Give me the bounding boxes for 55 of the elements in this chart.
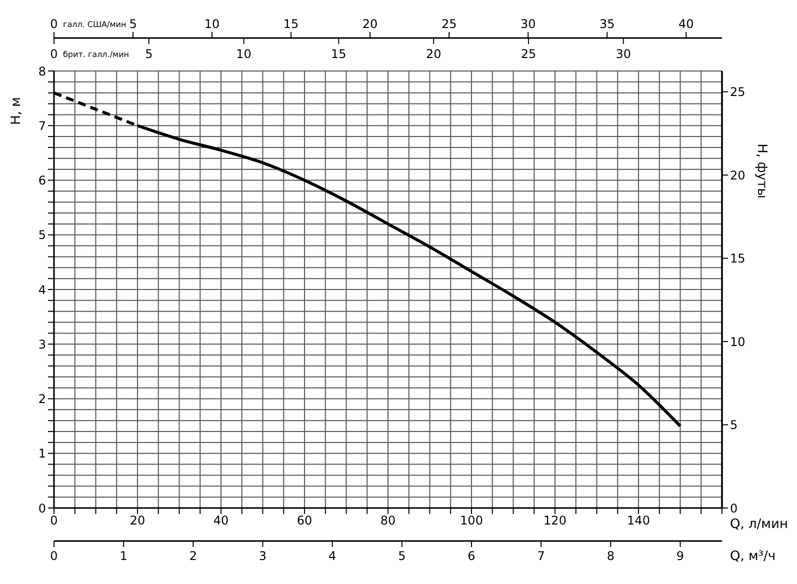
x-tick-label: 20	[130, 514, 146, 528]
y2-axis-title: H, футы	[754, 144, 769, 198]
text: 9	[676, 549, 684, 563]
text: 0	[50, 47, 58, 61]
y2-tick-label: 20	[730, 168, 746, 182]
x2-tick-label: 35	[599, 17, 615, 31]
x2-tick-label: 5	[129, 17, 137, 31]
y-tick-label: 3	[38, 337, 46, 352]
x-tick-label: 40	[213, 514, 229, 528]
text: 1	[120, 549, 128, 563]
text: 0	[50, 549, 58, 563]
y2-tick-label: 15	[730, 252, 746, 266]
y-tick-label: 8	[38, 64, 46, 78]
y-tick-label: 5	[38, 228, 46, 242]
text: Q, м³/ч	[730, 549, 776, 564]
x2-axis-title: галл. США/мин	[63, 20, 126, 29]
x-tick-label: 80	[380, 514, 396, 528]
x2-tick-label: 40	[678, 17, 694, 31]
text: 3	[258, 549, 267, 563]
text: 25	[520, 47, 536, 61]
x-axis-title: Q, л/мин	[730, 517, 788, 532]
y-axis-title: H, м	[9, 97, 24, 125]
text: 5	[145, 47, 153, 61]
text: 30	[616, 47, 632, 61]
y-tick-label: 0	[38, 501, 46, 516]
y-tick-label: 7	[38, 118, 46, 133]
text: 7	[537, 549, 545, 563]
x-tick-label: 100	[460, 514, 483, 528]
x-tick-label: 60	[296, 514, 312, 528]
x-tick-label: 120	[544, 514, 566, 528]
text: 2	[189, 549, 197, 563]
text: 5	[398, 549, 406, 563]
text: 15	[331, 47, 346, 61]
y2-tick-label: 0	[730, 501, 738, 516]
text: 4	[328, 549, 336, 563]
x2-tick-label: 0	[50, 17, 58, 31]
y-tick-label: 6	[38, 174, 46, 188]
y-tick-label: 1	[38, 446, 46, 461]
x-tick-label: 0	[50, 514, 58, 528]
text: 20	[426, 47, 442, 61]
x-tick-label: 140	[627, 514, 650, 528]
text: 10	[236, 47, 252, 61]
x2-tick-label: 30	[520, 17, 536, 31]
y2-tick-label: 5	[730, 418, 738, 432]
y-tick-label: 4	[38, 282, 46, 297]
x2-tick-label: 10	[204, 17, 220, 31]
x2-tick-label: 20	[362, 17, 378, 31]
text: 6	[468, 549, 476, 563]
x2-tick-label: 25	[441, 17, 457, 31]
text: брит. галл./мин	[63, 50, 129, 59]
y2-tick-label: 10	[730, 334, 746, 349]
text: 8	[606, 549, 614, 563]
y2-tick-label: 25	[730, 85, 746, 100]
y-tick-label: 2	[38, 392, 46, 406]
x2-tick-label: 15	[283, 17, 299, 31]
